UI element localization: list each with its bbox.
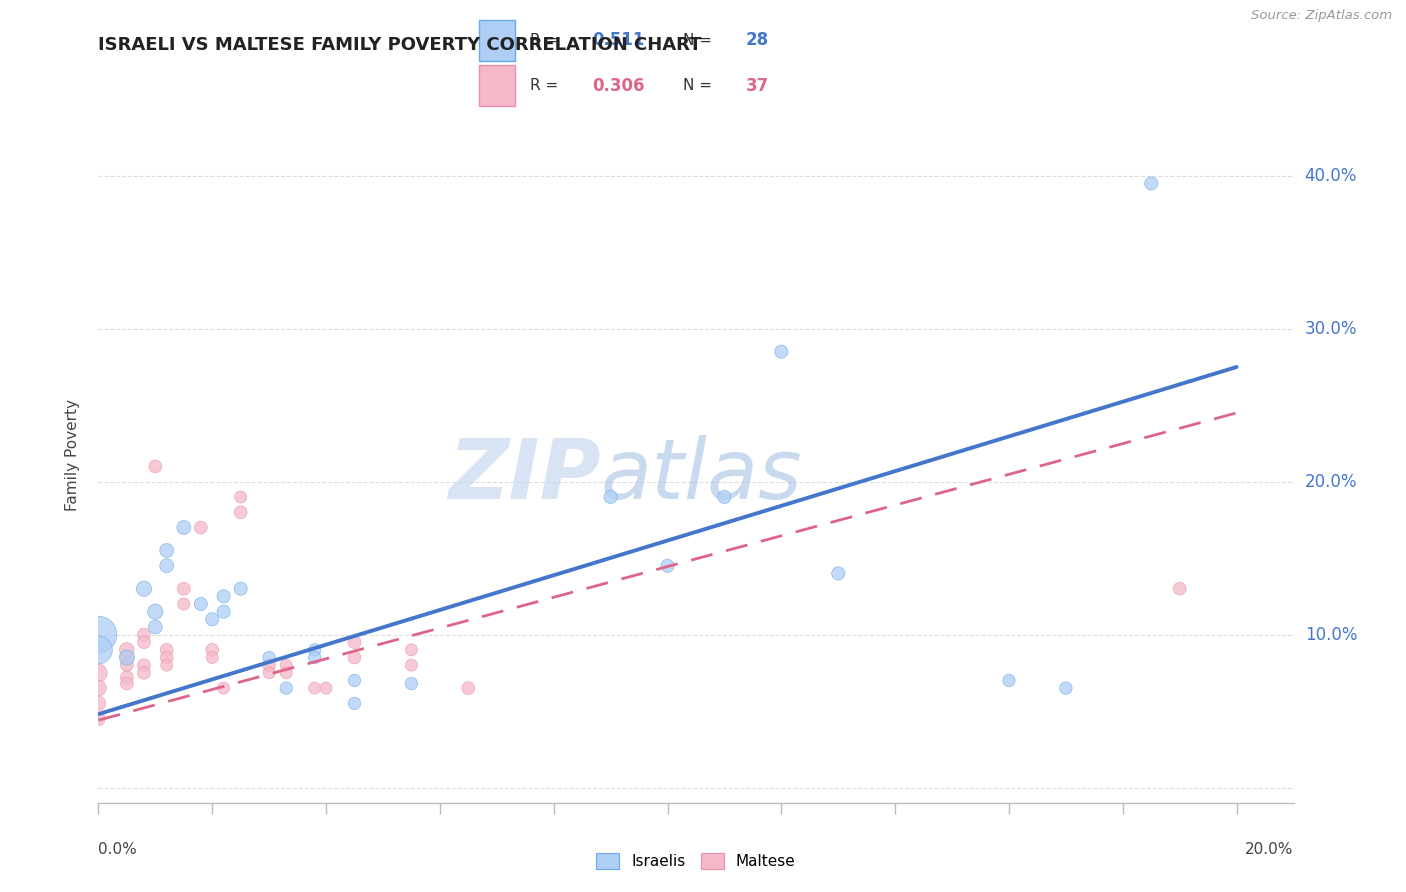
Point — [190, 597, 212, 611]
Point — [132, 665, 155, 680]
Point — [132, 658, 155, 673]
Text: 10.0%: 10.0% — [1305, 625, 1357, 644]
Point — [115, 650, 138, 665]
Text: 40.0%: 40.0% — [1305, 167, 1357, 185]
Point — [343, 650, 366, 665]
Point — [156, 658, 179, 673]
Text: atlas: atlas — [600, 435, 801, 516]
Point — [304, 681, 326, 695]
Point — [132, 635, 155, 649]
Point — [87, 665, 110, 680]
Point — [143, 459, 166, 474]
Point — [1140, 177, 1163, 191]
Text: 20.0%: 20.0% — [1246, 842, 1294, 856]
Point — [115, 676, 138, 690]
Point — [115, 670, 138, 684]
Text: ZIP: ZIP — [447, 435, 600, 516]
Point — [1168, 582, 1191, 596]
Point — [201, 650, 224, 665]
Text: 30.0%: 30.0% — [1305, 319, 1357, 338]
Point — [343, 673, 366, 688]
Point — [87, 697, 110, 711]
Point — [1054, 681, 1077, 695]
Point — [132, 582, 155, 596]
Point — [87, 643, 110, 657]
Point — [276, 665, 298, 680]
Point — [115, 658, 138, 673]
Point — [132, 627, 155, 641]
Point — [229, 582, 252, 596]
Point — [201, 612, 224, 626]
Text: N =: N = — [683, 33, 717, 48]
Point — [229, 490, 252, 504]
Point — [156, 643, 179, 657]
Point — [212, 605, 235, 619]
Y-axis label: Family Poverty: Family Poverty — [65, 399, 80, 511]
Point — [156, 558, 179, 573]
Point — [401, 676, 423, 690]
Text: 20.0%: 20.0% — [1305, 473, 1357, 491]
Text: R =: R = — [530, 33, 562, 48]
Point — [713, 490, 735, 504]
Point — [599, 490, 621, 504]
Legend: Israelis, Maltese: Israelis, Maltese — [591, 847, 801, 875]
Point — [343, 635, 366, 649]
Point — [87, 712, 110, 726]
Text: 0.511: 0.511 — [592, 31, 644, 49]
Point — [257, 650, 280, 665]
Point — [156, 543, 179, 558]
Point — [143, 620, 166, 634]
Text: ISRAELI VS MALTESE FAMILY POVERTY CORRELATION CHART: ISRAELI VS MALTESE FAMILY POVERTY CORREL… — [98, 36, 702, 54]
Point — [827, 566, 849, 581]
Point — [998, 673, 1021, 688]
Point — [315, 681, 337, 695]
Point — [276, 658, 298, 673]
Point — [401, 643, 423, 657]
Text: 0.0%: 0.0% — [98, 842, 138, 856]
Point — [115, 643, 138, 657]
Point — [657, 558, 679, 573]
Point — [770, 344, 793, 359]
Text: N =: N = — [683, 78, 717, 93]
Point — [212, 590, 235, 604]
Point — [173, 582, 195, 596]
Point — [401, 658, 423, 673]
Point — [156, 650, 179, 665]
Text: R =: R = — [530, 78, 562, 93]
Point — [304, 643, 326, 657]
Point — [257, 658, 280, 673]
Point — [304, 650, 326, 665]
Point — [87, 627, 110, 641]
Point — [143, 605, 166, 619]
Point — [201, 643, 224, 657]
Point — [190, 520, 212, 534]
Bar — [478, 20, 515, 61]
Point — [276, 681, 298, 695]
Point — [457, 681, 479, 695]
Text: 28: 28 — [745, 31, 769, 49]
Point — [115, 650, 138, 665]
Point — [343, 697, 366, 711]
Text: Source: ZipAtlas.com: Source: ZipAtlas.com — [1251, 9, 1392, 22]
Text: 0.306: 0.306 — [592, 77, 644, 95]
Text: 37: 37 — [745, 77, 769, 95]
Point — [173, 597, 195, 611]
Bar — [478, 65, 515, 106]
Point — [87, 681, 110, 695]
Point — [229, 505, 252, 519]
Point — [257, 665, 280, 680]
Point — [173, 520, 195, 534]
Point — [212, 681, 235, 695]
